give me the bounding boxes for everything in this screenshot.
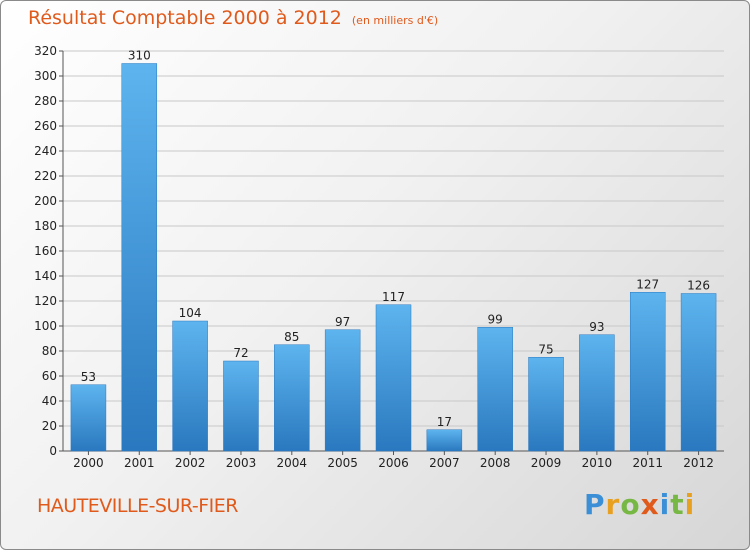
location-name: HAUTEVILLE-SUR-FIER xyxy=(37,495,238,517)
y-tick-label: 20 xyxy=(42,419,57,433)
y-tick-label: 100 xyxy=(34,319,57,333)
value-label: 99 xyxy=(488,312,503,326)
value-label: 17 xyxy=(437,415,452,429)
value-label: 53 xyxy=(81,370,96,384)
value-label: 93 xyxy=(589,320,604,334)
value-label: 97 xyxy=(335,315,350,329)
chart-title-main: Résultat Comptable 2000 à 2012 xyxy=(28,7,342,29)
value-label: 117 xyxy=(382,290,405,304)
bar-2005 xyxy=(324,329,361,452)
y-tick-label: 260 xyxy=(34,119,57,133)
y-tick-label: 280 xyxy=(34,94,57,108)
value-label: 75 xyxy=(538,342,553,356)
bar-2011 xyxy=(629,292,666,452)
x-tick-label: 2004 xyxy=(277,456,308,470)
x-tick-label: 2003 xyxy=(226,456,257,470)
y-tick-label: 160 xyxy=(34,244,57,258)
y-tick-label: 320 xyxy=(34,44,57,58)
x-tick-label: 2011 xyxy=(632,456,663,470)
y-tick-label: 200 xyxy=(34,194,57,208)
value-label: 126 xyxy=(687,279,710,293)
bar-2002 xyxy=(172,320,208,452)
axis-layer: 0 20 40 60 80 100 120 140 160 180 200 220 240 260 280 3… xyxy=(34,44,724,470)
x-tick-label: 2009 xyxy=(531,456,562,470)
y-tick-label: 240 xyxy=(34,144,57,158)
x-tick-label: 2008 xyxy=(480,456,511,470)
bar-2008 xyxy=(477,327,513,452)
bar-2006 xyxy=(375,304,412,452)
bar-2007 xyxy=(426,429,463,452)
value-label: 72 xyxy=(233,346,248,360)
x-tick-label: 2005 xyxy=(327,456,358,470)
bar-2003 xyxy=(223,360,259,452)
bar-2001 xyxy=(121,63,158,452)
x-tick-label: 2002 xyxy=(175,456,206,470)
y-tick-label: 80 xyxy=(42,344,57,358)
x-tick-label: 2000 xyxy=(73,456,104,470)
x-tick-label: 2001 xyxy=(124,456,155,470)
bar-2000 xyxy=(70,384,107,452)
x-tick-label: 2007 xyxy=(429,456,460,470)
y-tick-label: 0 xyxy=(49,444,57,458)
bar-2004 xyxy=(274,344,310,452)
bar-2009 xyxy=(528,357,564,452)
value-label: 127 xyxy=(636,277,659,291)
chart-title: Résultat Comptable 2000 à 2012 (en millie… xyxy=(28,7,438,29)
bar-layer xyxy=(70,63,717,452)
x-tick-label: 2012 xyxy=(683,456,714,470)
bar-2010 xyxy=(579,334,615,452)
y-tick-label: 140 xyxy=(34,269,57,283)
value-label: 310 xyxy=(128,49,151,63)
y-tick-label: 40 xyxy=(42,394,57,408)
x-tick-label: 2010 xyxy=(582,456,613,470)
bar-2012 xyxy=(680,293,717,452)
y-tick-label: 180 xyxy=(34,219,57,233)
chart-title-unit: (en milliers d'€) xyxy=(351,14,439,27)
value-label: 85 xyxy=(284,330,299,344)
value-label: 104 xyxy=(179,306,202,320)
y-tick-label: 60 xyxy=(42,369,57,383)
y-tick-label: 300 xyxy=(34,69,57,83)
x-tick-label: 2006 xyxy=(378,456,409,470)
y-tick-label: 120 xyxy=(34,294,57,308)
label-layer: 53 310 104 72 85 97 117 17 99 75 93 127 126 xyxy=(81,49,710,429)
proxiti-logo[interactable]: Proxiti xyxy=(584,488,696,521)
y-tick-label: 220 xyxy=(34,169,57,183)
